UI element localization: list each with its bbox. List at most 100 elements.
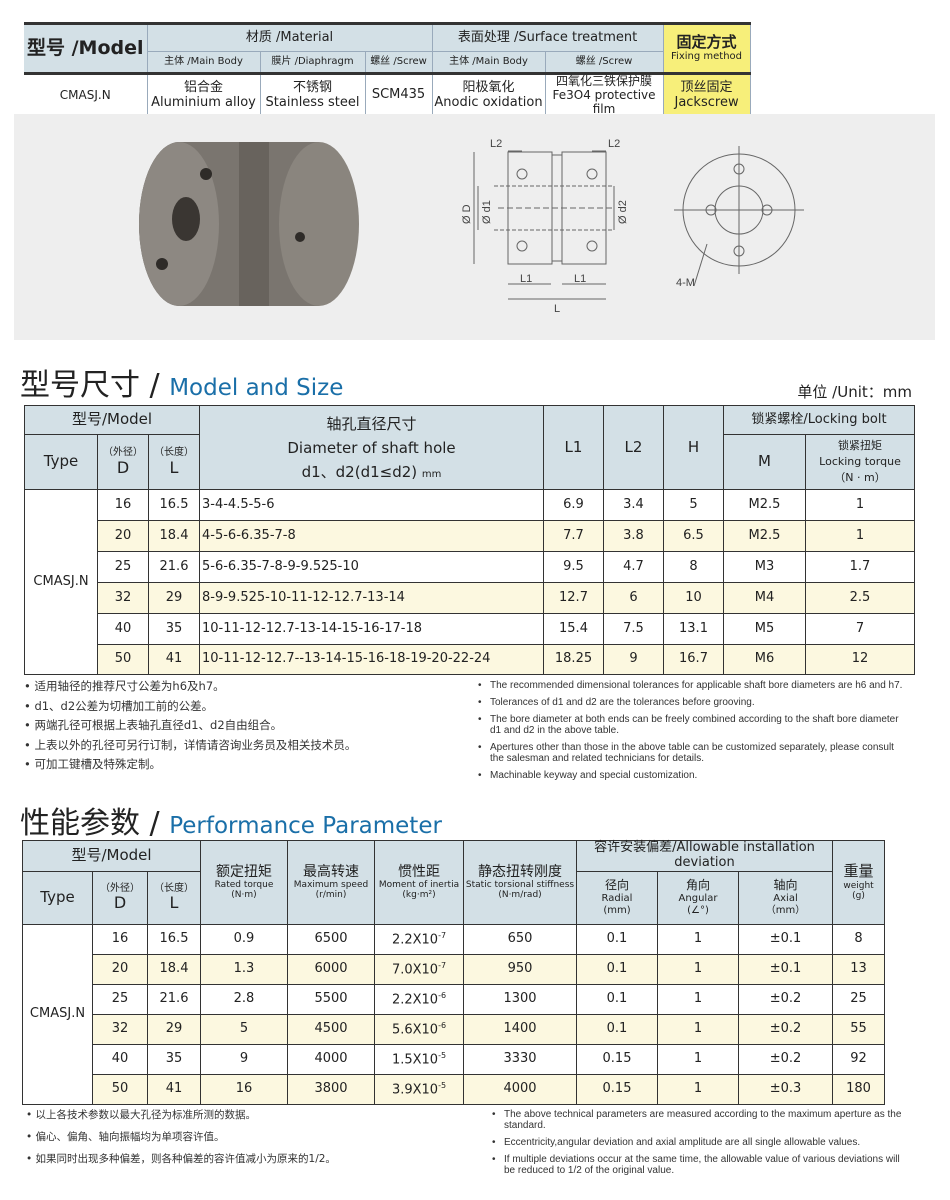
table-row: 50 41 16 3800 3.9X10-5 4000 0.15 1 ±0.3 180 (22, 1073, 886, 1105)
product-illustration: L2 L2 L1 L1 L Ø D Ø d1 Ø d2 4-M (139, 138, 804, 315)
l1-cell: 15.4 (543, 613, 604, 645)
inertia-cell: 5.6X10-6 (374, 1013, 464, 1045)
l-cell: 18.4 (148, 520, 200, 552)
l-cell: 35 (148, 613, 200, 645)
weight-cell: 180 (832, 1073, 886, 1105)
shaft-diameters-cell: 3-4-4.5-5-6 (199, 489, 544, 521)
table-row: 32 29 5 4500 5.6X10-6 1400 0.1 1 ±0.2 55 (22, 1013, 886, 1045)
type-cell: CMASJ.N (24, 489, 98, 675)
radial-cell: 0.1 (576, 923, 658, 955)
label-l2-left: L2 (490, 138, 502, 150)
header-inertia: 惯性距 Moment of inertia (kg·m²) (374, 840, 464, 925)
m-cell: M4 (723, 582, 806, 614)
l-cell: 41 (148, 644, 200, 675)
label-l1-right: L1 (574, 273, 586, 285)
weight-cell: 8 (832, 923, 886, 955)
perf-section-title: 性能参数 / Performance Parameter (20, 806, 442, 841)
header-deviation: 容许安装偏差/Allowable installation deviation (575, 840, 834, 872)
inertia-cell: 3.9X10-5 (374, 1073, 464, 1105)
header-stiffness: 静态扭转刚度 Static torsional stiffness (N·m/rad… (463, 840, 577, 925)
material-cell: 阳极氧化 Anodic oxidation (432, 73, 546, 119)
note-item: • The bore diameter at both ends can be f… (478, 714, 899, 736)
radial-cell: 0.15 (576, 1043, 658, 1075)
m-cell: M2.5 (723, 489, 806, 521)
stiffness-cell: 4000 (463, 1073, 577, 1105)
header-d: （外径） D (92, 870, 148, 925)
l1-cell: 9.5 (543, 551, 604, 583)
shaft-diameters-cell: 10-11-12-12.7-13-14-15-16-17-18 (199, 613, 544, 645)
surface-header: 表面处理 /Surface treatment (432, 23, 664, 52)
d-cell: 25 (97, 551, 149, 583)
shaft-diameters-cell: 10-11-12-12.7--13-14-15-16-18-19-20-22-2… (199, 644, 544, 675)
fixing-header: 固定方式 Fixing method (663, 23, 751, 74)
sub-header: 主体 /Main Body (432, 51, 546, 74)
material-header: 材质 /Material (147, 23, 433, 52)
angular-cell: 1 (657, 1073, 739, 1105)
l-cell: 29 (147, 1013, 201, 1045)
label-d: Ø D (461, 204, 473, 224)
h-cell: 13.1 (663, 613, 724, 645)
stiffness-cell: 1300 (463, 983, 577, 1015)
header-m: M (723, 434, 806, 490)
locking-torque-cell: 12 (805, 644, 915, 675)
table-row: CMASJ.N 16 16.5 0.9 6500 2.2X10-7 650 0.1 1 ±0.1 8 (22, 923, 886, 1105)
stiffness-cell: 650 (463, 923, 577, 955)
inertia-cell: 7.0X10-7 (374, 953, 464, 985)
l1-cell: 7.7 (543, 520, 604, 552)
d-cell: 32 (92, 1013, 148, 1045)
radial-cell: 0.1 (576, 953, 658, 985)
m-cell: M2.5 (723, 520, 806, 552)
d-cell: 50 (97, 644, 149, 675)
locking-torque-cell: 1 (805, 489, 915, 521)
header-type: Type (22, 870, 93, 925)
d-cell: 16 (97, 489, 149, 521)
sub-header: 膜片 /Diaphragm (260, 51, 366, 74)
note-item: • Machinable keyway and special customiza… (478, 770, 698, 781)
rated-torque-cell: 5 (200, 1013, 288, 1045)
max-speed-cell: 5500 (287, 983, 375, 1015)
fixing-cn: 固定方式 (676, 33, 737, 52)
h-cell: 5 (663, 489, 724, 521)
table-row: 32 29 8-9-9.525-10-11-12-12.7-13-14 12.7 6 10… (24, 582, 915, 614)
model-header: 型号 /Model (24, 23, 148, 74)
shaft-diameters-cell: 5-6-6.35-7-8-9-9.525-10 (199, 551, 544, 583)
perf-notes-en: • The above technical parameters are meas… (492, 1109, 912, 1182)
rated-torque-cell: 1.3 (200, 953, 288, 985)
l1-cell: 18.25 (543, 644, 604, 675)
d-cell: 40 (97, 613, 149, 645)
h-cell: 16.7 (663, 644, 724, 675)
d-cell: 20 (92, 953, 148, 985)
l2-cell: 6 (603, 582, 664, 614)
inertia-cell: 2.2X10-6 (374, 983, 464, 1015)
locking-torque-cell: 2.5 (805, 582, 915, 614)
header-l: （长度） L (147, 870, 201, 925)
table-row: 25 21.6 5-6-6.35-7-8-9-9.525-10 9.5 4.7 8 M3 1.… (25, 551, 915, 583)
max-speed-cell: 6500 (287, 923, 375, 955)
axial-cell: ±0.3 (737, 1073, 834, 1105)
note-item: • Eccentricity,angular deviation and axia… (492, 1137, 861, 1148)
d-cell: 16 (92, 923, 148, 955)
table-row: 50 41 10-11-12-12.7--13-14-15-16-18-19-20-… (24, 644, 915, 675)
h-cell: 6.5 (663, 520, 724, 552)
sub-header: 螺丝 /Screw (365, 51, 433, 74)
max-speed-cell: 4000 (287, 1043, 375, 1075)
header-diameter: 轴孔直径尺寸 Diameter of shaft hole d1、d2(d1≤d2)… (199, 405, 544, 490)
header-max-speed: 最高转速 Maximum speed (r/min) (287, 840, 375, 925)
header-l2: L2 (603, 405, 664, 490)
sub-header: 螺丝 /Screw (545, 51, 664, 74)
label-l: L (554, 303, 560, 315)
inertia-cell: 1.5X10-5 (374, 1043, 464, 1075)
shaft-diameters-cell: 8-9-9.525-10-11-12-12.7-13-14 (199, 582, 544, 614)
note-item: • The above technical parameters are meas… (492, 1109, 902, 1131)
fixing-en: Fixing method (671, 51, 743, 63)
l1-cell: 6.9 (543, 489, 604, 521)
size-notes-cn: • 适用轴径的推荐尺寸公差为h6及h7。 • d1、d2公差为切槽加工前的公差。 •… (24, 677, 356, 775)
material-cell: 顶丝固定 Jackscrew (663, 73, 751, 119)
table-row: CMASJ.N 16 16.5 3-4-4.5-5-6 6.9 3.4 5 M2.5 1 (24, 489, 915, 675)
weight-cell: 55 (832, 1013, 886, 1045)
table-row: 20 18.4 1.3 6000 7.0X10-7 950 0.1 1 ±0.1 13 (22, 953, 886, 985)
angular-cell: 1 (657, 953, 739, 985)
locking-torque-cell: 1.7 (805, 551, 915, 583)
h-cell: 8 (663, 551, 724, 583)
angular-cell: 1 (657, 983, 739, 1015)
